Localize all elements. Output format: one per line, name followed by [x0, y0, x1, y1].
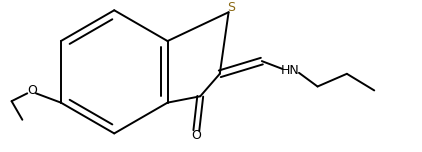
Text: O: O	[27, 84, 37, 97]
Text: O: O	[192, 129, 201, 142]
Text: S: S	[227, 1, 235, 14]
Text: HN: HN	[281, 64, 300, 77]
